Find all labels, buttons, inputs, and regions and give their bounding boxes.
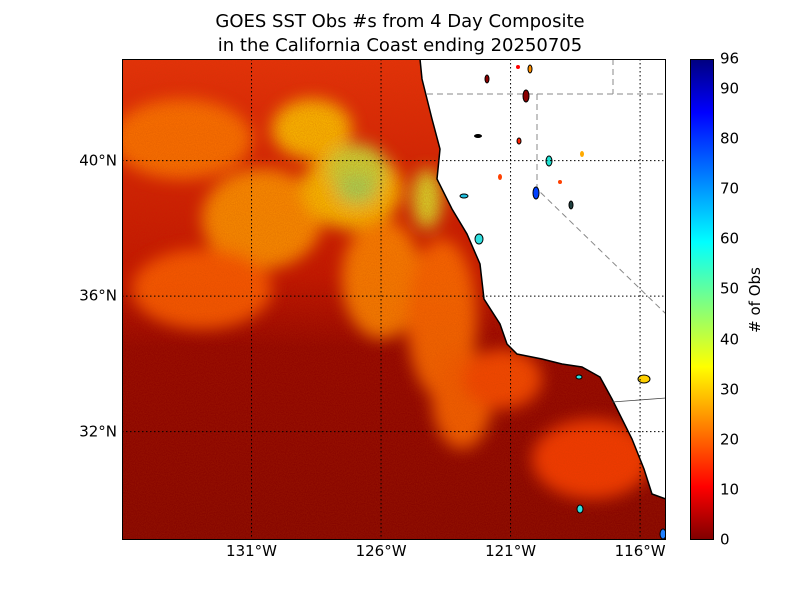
colorbar-tick-label: 20 (720, 430, 740, 449)
map-frame (122, 59, 666, 540)
lon-tick-label: 121°W (485, 542, 537, 560)
border-line (611, 397, 666, 403)
lat-tick-label: 36°N (79, 286, 117, 305)
colorbar-tick-label: 70 (720, 179, 740, 198)
lon-tick-label: 131°W (226, 542, 277, 560)
colorbar-tick-label: 80 (720, 129, 740, 148)
coastline (419, 59, 666, 500)
gridlines (122, 59, 666, 540)
colorbar-tick-label: 10 (720, 480, 740, 499)
colorbar-tick-label: 40 (720, 330, 740, 349)
inland-lakes (459, 64, 666, 540)
lon-tick-label: 116°W (614, 542, 666, 560)
colorbar (690, 59, 714, 540)
colorbar-label: # of Obs (746, 267, 764, 333)
lat-tick-label: 40°N (79, 151, 117, 170)
sst-obs-map (122, 59, 666, 540)
colorbar-tick-label: 96 (720, 49, 740, 68)
lat-tick-label: 32°N (79, 422, 117, 441)
colorbar-tick-label: 50 (720, 279, 740, 298)
chart-title-line1: GOES SST Obs #s from 4 Day Composite (215, 11, 585, 32)
colorbar-tick-label: 60 (720, 229, 740, 248)
lon-tick-label: 126°W (355, 542, 407, 560)
colorbar-tick-label: 0 (720, 530, 730, 549)
chart-title-line2: in the California Coast ending 20250705 (217, 35, 583, 56)
colorbar-tick-label: 90 (720, 79, 740, 98)
colorbar-tick-label: 30 (720, 380, 740, 399)
